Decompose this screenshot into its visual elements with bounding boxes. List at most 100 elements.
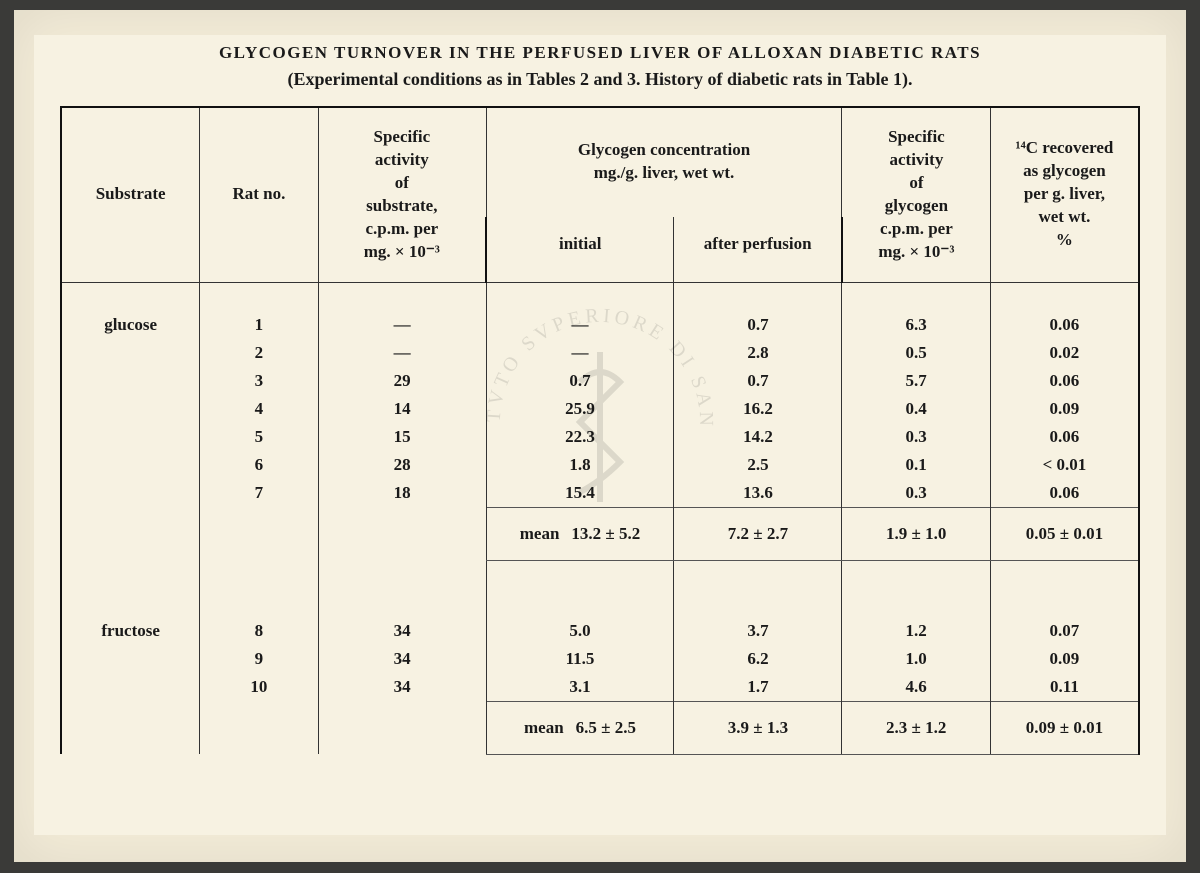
cell-spec-act-substrate: 34 (318, 673, 486, 702)
cell-substrate (61, 395, 200, 423)
table-row: 2——2.80.50.02 (61, 339, 1139, 367)
cell-initial: 25.9 (486, 395, 674, 423)
col-initial: initial (486, 217, 674, 282)
cell-spec-act-glycogen: 0.5 (842, 339, 990, 367)
cell-after: 2.5 (674, 451, 842, 479)
cell-spec-act-substrate: 34 (318, 617, 486, 645)
col-spec-act-substrate: Specific activity of substrate, c.p.m. p… (318, 107, 486, 282)
photo-frame: GLYCOGEN TURNOVER IN THE PERFUSED LIVER … (14, 10, 1186, 862)
cell-initial: 11.5 (486, 645, 674, 673)
table-subtitle: (Experimental conditions as in Tables 2 … (34, 69, 1166, 90)
cell-substrate (61, 367, 200, 395)
cell-recovered: 0.09 (990, 645, 1139, 673)
cell-mean-sag: 2.3 ± 1.2 (842, 701, 990, 754)
cell-initial: 0.7 (486, 367, 674, 395)
cell-rat-no: 3 (200, 367, 318, 395)
cell-initial: — (486, 311, 674, 339)
col-recovered: ¹⁴C recovered as glycogen per g. liver, … (990, 107, 1139, 282)
table-row: fructose8345.03.71.20.07 (61, 617, 1139, 645)
cell-mean-initial: mean6.5 ± 2.5 (486, 701, 674, 754)
cell-after: 13.6 (674, 479, 842, 508)
cell-recovered: 0.06 (990, 479, 1139, 508)
cell-recovered: 0.06 (990, 367, 1139, 395)
col-spec-act-glycogen: Specific activity of glycogen c.p.m. per… (842, 107, 990, 282)
cell-recovered: 0.09 (990, 395, 1139, 423)
cell-mean-sag: 1.9 ± 1.0 (842, 507, 990, 560)
cell-mean-initial: mean13.2 ± 5.2 (486, 507, 674, 560)
table-row: 93411.56.21.00.09 (61, 645, 1139, 673)
table-title: GLYCOGEN TURNOVER IN THE PERFUSED LIVER … (34, 43, 1166, 63)
cell-substrate (61, 645, 200, 673)
cell-spec-act-glycogen: 0.3 (842, 479, 990, 508)
table-row: 6281.82.50.1< 0.01 (61, 451, 1139, 479)
cell-rat-no: 6 (200, 451, 318, 479)
cell-recovered: 0.11 (990, 673, 1139, 702)
table-row: glucose1——0.76.30.06 (61, 311, 1139, 339)
cell-after: 14.2 (674, 423, 842, 451)
cell-initial: 22.3 (486, 423, 674, 451)
cell-after: 0.7 (674, 311, 842, 339)
cell-recovered: 0.02 (990, 339, 1139, 367)
cell-recovered: 0.07 (990, 617, 1139, 645)
cell-spec-act-glycogen: 6.3 (842, 311, 990, 339)
cell-substrate (61, 451, 200, 479)
cell-recovered: 0.06 (990, 311, 1139, 339)
table-mean-row: mean13.2 ± 5.27.2 ± 2.71.9 ± 1.00.05 ± 0… (61, 507, 1139, 560)
col-after-perfusion: after perfusion (674, 217, 842, 282)
cell-spec-act-substrate: 34 (318, 645, 486, 673)
col-substrate: Substrate (61, 107, 200, 282)
cell-after: 2.8 (674, 339, 842, 367)
cell-spec-act-glycogen: 4.6 (842, 673, 990, 702)
cell-spec-act-glycogen: 0.1 (842, 451, 990, 479)
cell-recovered: 0.06 (990, 423, 1139, 451)
cell-spec-act-glycogen: 1.0 (842, 645, 990, 673)
cell-after: 6.2 (674, 645, 842, 673)
cell-spec-act-substrate: 15 (318, 423, 486, 451)
cell-initial: — (486, 339, 674, 367)
table-head: Substrate Rat no. Specific activity of s… (61, 107, 1139, 282)
cell-spec-act-substrate: 29 (318, 367, 486, 395)
cell-initial: 15.4 (486, 479, 674, 508)
cell-rat-no: 5 (200, 423, 318, 451)
cell-spec-act-glycogen: 5.7 (842, 367, 990, 395)
table-row: 41425.916.20.40.09 (61, 395, 1139, 423)
cell-rat-no: 1 (200, 311, 318, 339)
cell-rat-no: 9 (200, 645, 318, 673)
cell-spec-act-glycogen: 0.3 (842, 423, 990, 451)
col-glycogen-conc: Glycogen concentration mg./g. liver, wet… (486, 107, 842, 217)
cell-after: 1.7 (674, 673, 842, 702)
cell-substrate (61, 423, 200, 451)
cell-rat-no: 7 (200, 479, 318, 508)
cell-mean-after: 3.9 ± 1.3 (674, 701, 842, 754)
cell-after: 3.7 (674, 617, 842, 645)
table-row: 51522.314.20.30.06 (61, 423, 1139, 451)
cell-mean-after: 7.2 ± 2.7 (674, 507, 842, 560)
table-row: 3290.70.75.70.06 (61, 367, 1139, 395)
cell-spec-act-substrate: 28 (318, 451, 486, 479)
cell-rat-no: 10 (200, 673, 318, 702)
cell-rat-no: 4 (200, 395, 318, 423)
cell-spec-act-substrate: 14 (318, 395, 486, 423)
title-block: GLYCOGEN TURNOVER IN THE PERFUSED LIVER … (34, 35, 1166, 100)
cell-spec-act-glycogen: 1.2 (842, 617, 990, 645)
cell-mean-rec: 0.05 ± 0.01 (990, 507, 1139, 560)
data-table: Substrate Rat no. Specific activity of s… (60, 106, 1140, 755)
cell-spec-act-substrate: — (318, 311, 486, 339)
cell-substrate (61, 479, 200, 508)
cell-substrate: fructose (61, 617, 200, 645)
cell-initial: 5.0 (486, 617, 674, 645)
table-mean-row: mean6.5 ± 2.53.9 ± 1.32.3 ± 1.20.09 ± 0.… (61, 701, 1139, 754)
cell-after: 0.7 (674, 367, 842, 395)
cell-rat-no: 2 (200, 339, 318, 367)
cell-spec-act-glycogen: 0.4 (842, 395, 990, 423)
cell-rat-no: 8 (200, 617, 318, 645)
cell-recovered: < 0.01 (990, 451, 1139, 479)
cell-initial: 1.8 (486, 451, 674, 479)
cell-substrate (61, 673, 200, 702)
cell-substrate: glucose (61, 311, 200, 339)
table-row: 10343.11.74.60.11 (61, 673, 1139, 702)
col-rat-no: Rat no. (200, 107, 318, 282)
paper-sheet: GLYCOGEN TURNOVER IN THE PERFUSED LIVER … (34, 35, 1166, 835)
table-row: 71815.413.60.30.06 (61, 479, 1139, 508)
cell-after: 16.2 (674, 395, 842, 423)
